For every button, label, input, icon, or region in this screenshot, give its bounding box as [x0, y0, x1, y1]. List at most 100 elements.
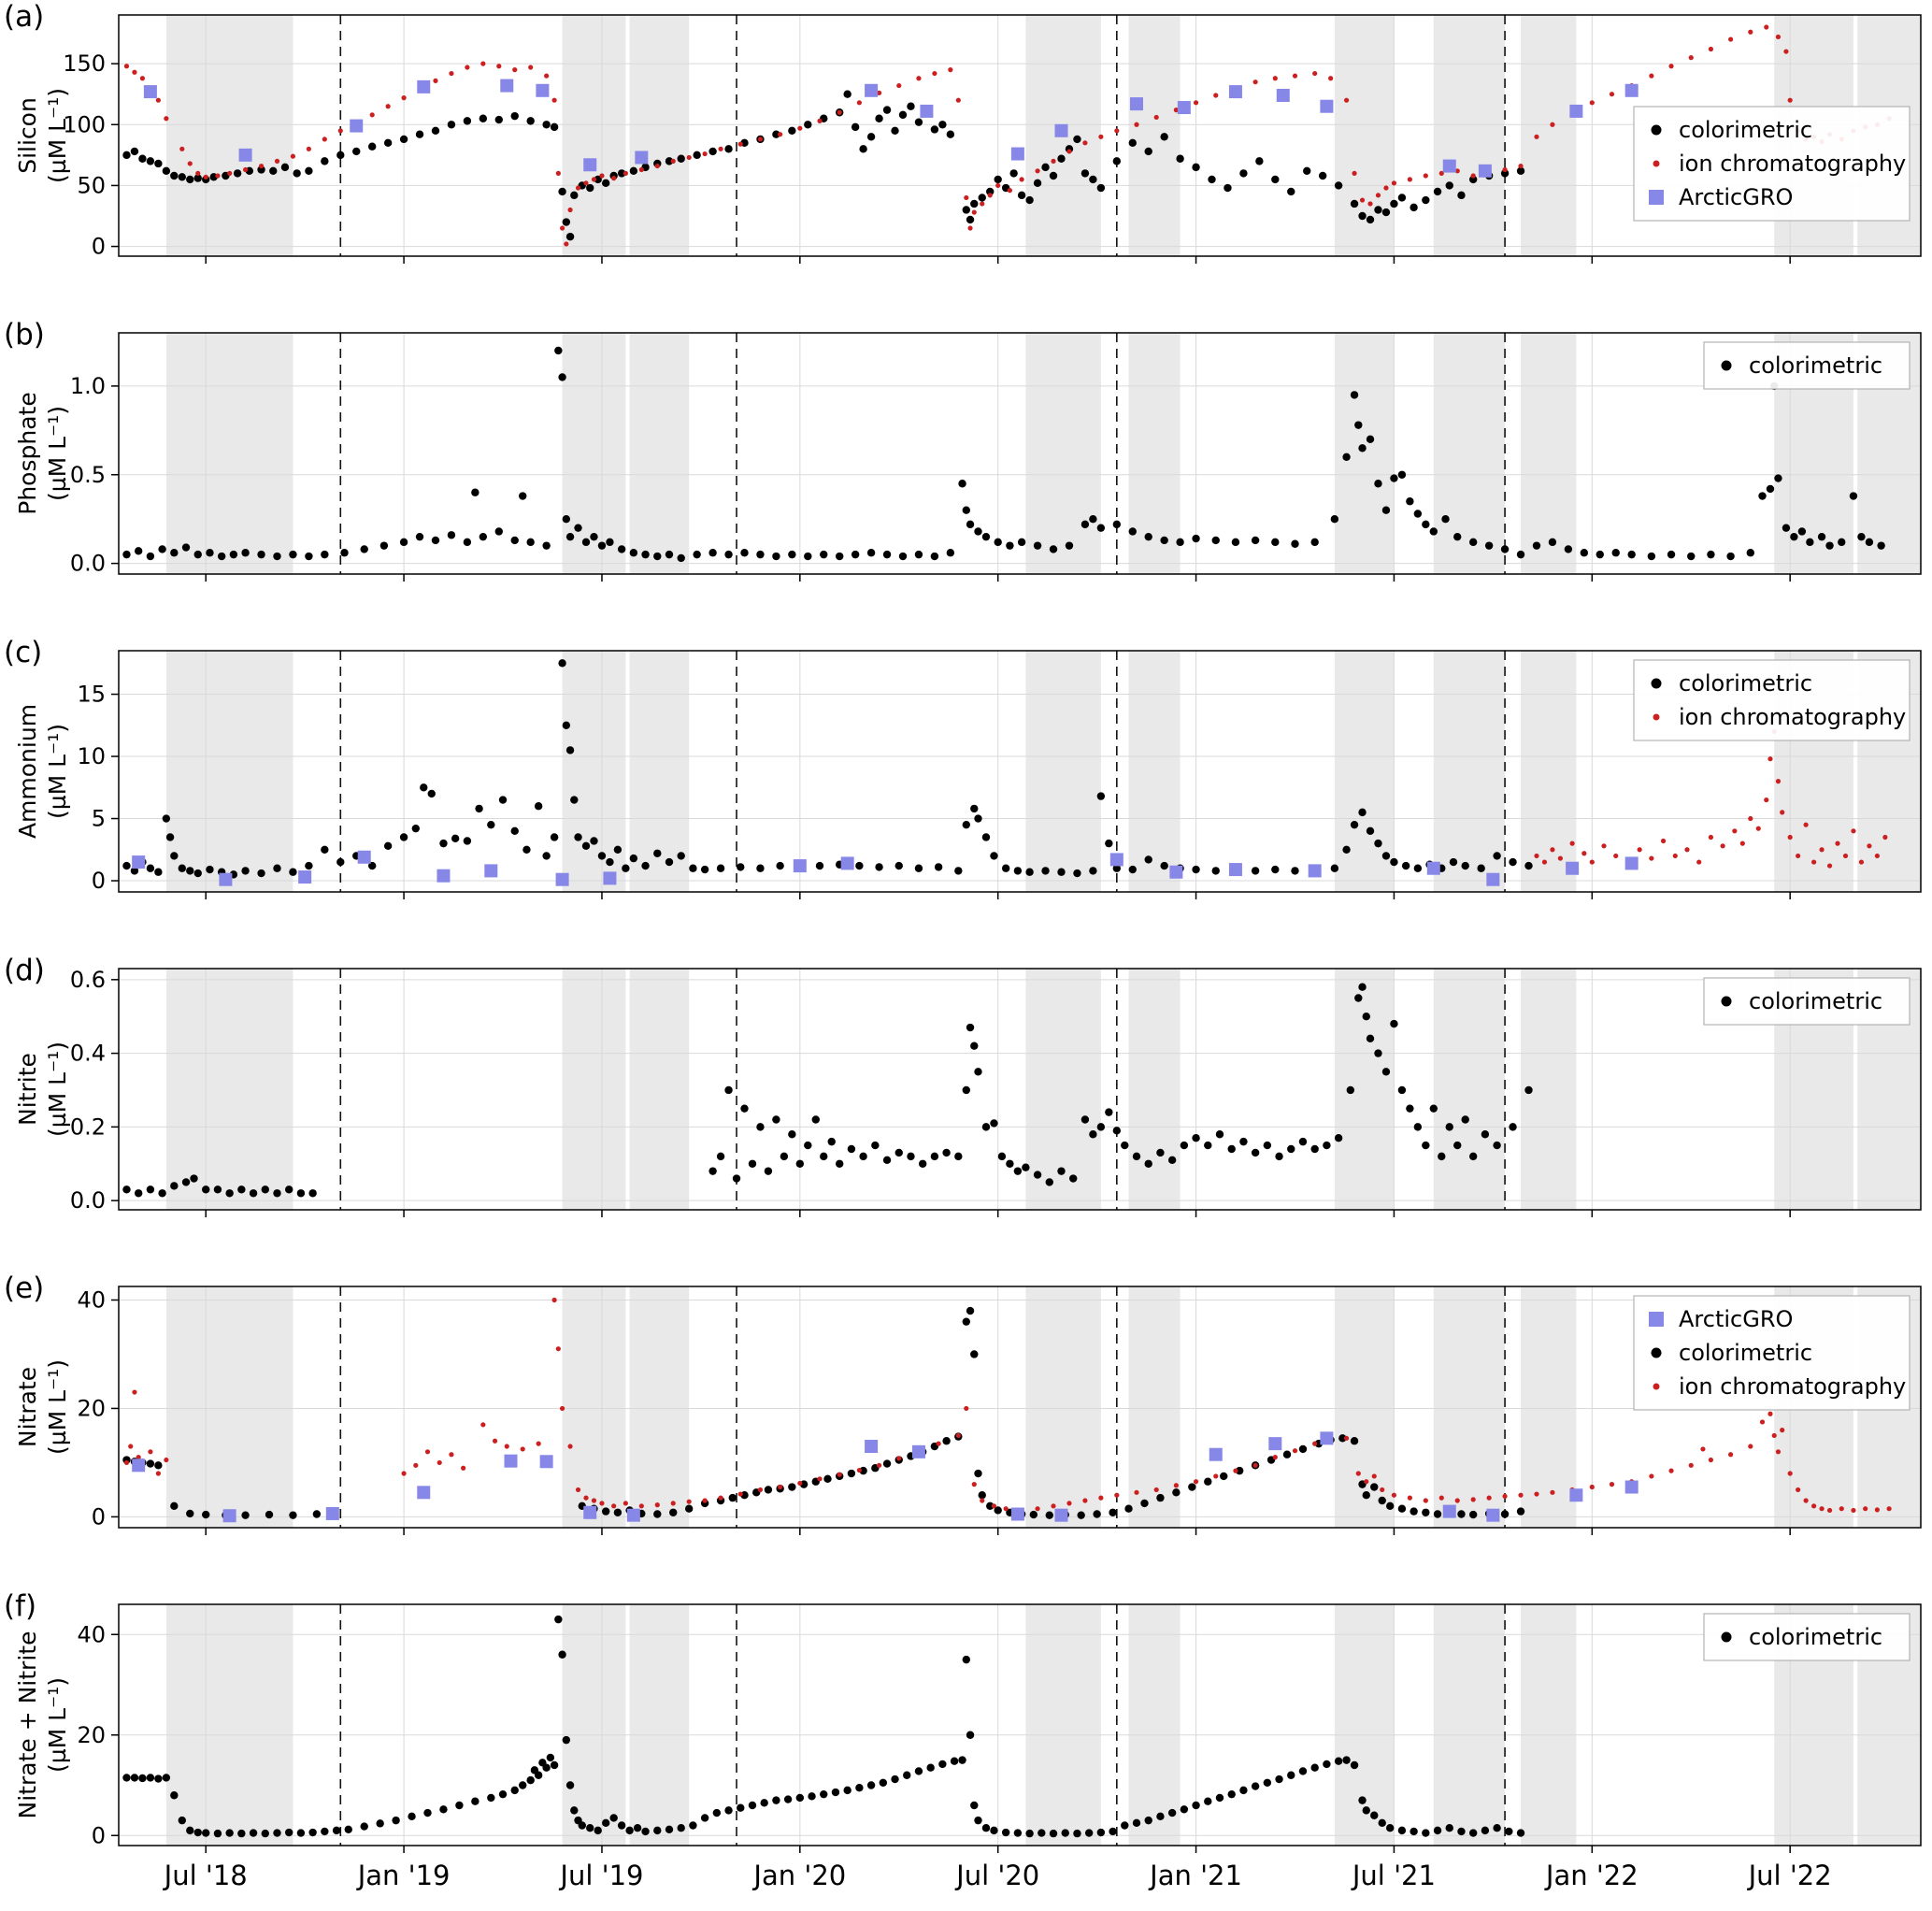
- y-tick-label: 20: [77, 1395, 106, 1421]
- y-tick-label: 0: [92, 1822, 106, 1848]
- panel-f-tag: (f): [4, 1589, 37, 1623]
- shaded-band: [629, 15, 690, 256]
- y-tick-label: 40: [77, 1621, 106, 1647]
- panel-a: 0 50 100 150 colorimetric ion chromatography A…: [63, 14, 1922, 264]
- panel-e-ylabel-name: Nitrate: [14, 1366, 41, 1448]
- series-c-ion-chromatography: [1534, 728, 1888, 869]
- x-tick-label: Jan '22: [1544, 1860, 1639, 1891]
- series-e-ion-chromatography: [123, 1297, 1892, 1514]
- y-tick-label: 50: [77, 172, 106, 198]
- panel-f-ylabel-unit: (µM L⁻¹): [44, 1676, 71, 1774]
- x-tick-label: Jan '19: [356, 1860, 451, 1891]
- series-a-colorimetric: [122, 90, 1525, 241]
- legend-b: colorimetric: [1703, 341, 1911, 390]
- shaded-band: [1334, 1286, 1395, 1528]
- shaded-band: [165, 1286, 293, 1528]
- shaded-band: [1433, 651, 1506, 892]
- legend-a: colorimetric ion chromatography ArcticGRO: [1633, 106, 1911, 222]
- panel-d-tag: (d): [4, 954, 45, 987]
- panel-e-tag: (e): [4, 1272, 45, 1305]
- panel-c-ylabel: Ammonium (µM L⁻¹): [13, 651, 73, 892]
- legend-box: [1633, 659, 1911, 741]
- legend-marker-dot: [1651, 1347, 1662, 1358]
- series-e-colorimetric: [122, 1306, 1525, 1519]
- shaded-band: [1433, 333, 1506, 574]
- legend-label: colorimetric: [1749, 1624, 1882, 1650]
- panel-c-ylabel-name: Ammonium: [14, 703, 41, 840]
- y-tick-label: 0: [92, 234, 106, 260]
- panel-a-ylabel-name: Silicon: [14, 97, 41, 174]
- plot-frame: [118, 968, 1922, 1211]
- shaded-band: [562, 15, 626, 256]
- y-tick-label: 10: [77, 743, 106, 769]
- legend-label: ion chromatography: [1679, 704, 1906, 730]
- legend-label: ArcticGRO: [1679, 1306, 1793, 1332]
- y-tick-label: 0.2: [70, 1114, 106, 1140]
- shaded-band: [629, 969, 690, 1210]
- x-tick-label: Jul '21: [1351, 1860, 1436, 1891]
- shaded-band: [629, 1604, 690, 1846]
- panel-c: 0 5 10 15 colorimetric ion chromatography: [77, 650, 1922, 899]
- shaded-band: [629, 333, 690, 574]
- x-tick-label: Jul '22: [1747, 1860, 1832, 1891]
- legend-box: [1633, 106, 1911, 222]
- legend-label: colorimetric: [1749, 352, 1882, 379]
- panel-b: 0.0 0.5 1.0 colorimetric: [70, 332, 1922, 582]
- y-tick-label: 40: [77, 1286, 106, 1313]
- shaded-band: [562, 651, 626, 892]
- legend-label: ion chromatography: [1679, 151, 1906, 177]
- shaded-band: [1128, 1286, 1181, 1528]
- shaded-band: [165, 333, 293, 574]
- series-e-ArcticGRO: [132, 1431, 1639, 1523]
- legend-marker-dot: [1651, 678, 1662, 689]
- series-b-colorimetric: [122, 346, 1885, 563]
- panel-c-ylabel-unit: (µM L⁻¹): [44, 723, 71, 820]
- shaded-band: [165, 969, 293, 1210]
- legend-marker-dot: [1653, 713, 1660, 721]
- y-tick-label: 0.4: [70, 1041, 106, 1067]
- legend-marker-dot: [1651, 124, 1662, 136]
- panel-f-ylabel-name: Nitrate + Nitrite: [14, 1631, 41, 1819]
- panel-d: 0.0 0.2 0.4 0.6 colorimetric: [70, 967, 1922, 1217]
- legend-marker-dot: [1721, 360, 1732, 371]
- y-tick-label: 150: [63, 50, 106, 77]
- legend-label: colorimetric: [1749, 988, 1882, 1014]
- panel-a-tag: (a): [4, 0, 45, 34]
- legend-d: colorimetric: [1703, 977, 1911, 1026]
- panel-a-ylabel: Silicon (µM L⁻¹): [13, 15, 73, 256]
- shaded-band: [1334, 333, 1395, 574]
- panel-b-ylabel-unit: (µM L⁻¹): [44, 405, 71, 502]
- panel-c-tag: (c): [4, 636, 43, 669]
- shaded-band: [165, 1604, 293, 1846]
- panel-b-tag: (b): [4, 318, 45, 352]
- shaded-band: [1025, 1604, 1101, 1846]
- legend-box: [1703, 341, 1911, 390]
- shaded-band: [1334, 1604, 1395, 1846]
- legend-marker-square: [1649, 1312, 1664, 1327]
- plot-frame: [118, 1286, 1922, 1529]
- legend-box: [1703, 977, 1911, 1026]
- shaded-band: [1433, 1604, 1506, 1846]
- legend-c: colorimetric ion chromatography: [1633, 659, 1911, 741]
- legend-label: colorimetric: [1679, 117, 1812, 143]
- legend-label: ion chromatography: [1679, 1373, 1906, 1400]
- shaded-band: [1128, 333, 1181, 574]
- shaded-band: [1128, 969, 1181, 1210]
- shaded-band: [165, 651, 293, 892]
- legend-f: colorimetric: [1703, 1613, 1911, 1661]
- shaded-band: [1521, 651, 1577, 892]
- series-d-colorimetric: [122, 983, 1533, 1198]
- plot-frame: [118, 1603, 1922, 1846]
- y-tick-label: 0: [92, 868, 106, 894]
- shaded-band: [1433, 1286, 1506, 1528]
- shaded-band: [1521, 333, 1577, 574]
- legend-label: colorimetric: [1679, 1340, 1812, 1366]
- y-tick-label: 0: [92, 1503, 106, 1530]
- panel-e-ylabel-unit: (µM L⁻¹): [44, 1358, 71, 1456]
- y-tick-label: 15: [77, 682, 106, 708]
- legend-label: colorimetric: [1679, 670, 1812, 697]
- x-tick-label: Jul '20: [954, 1860, 1039, 1891]
- legend-marker-square: [1649, 190, 1664, 205]
